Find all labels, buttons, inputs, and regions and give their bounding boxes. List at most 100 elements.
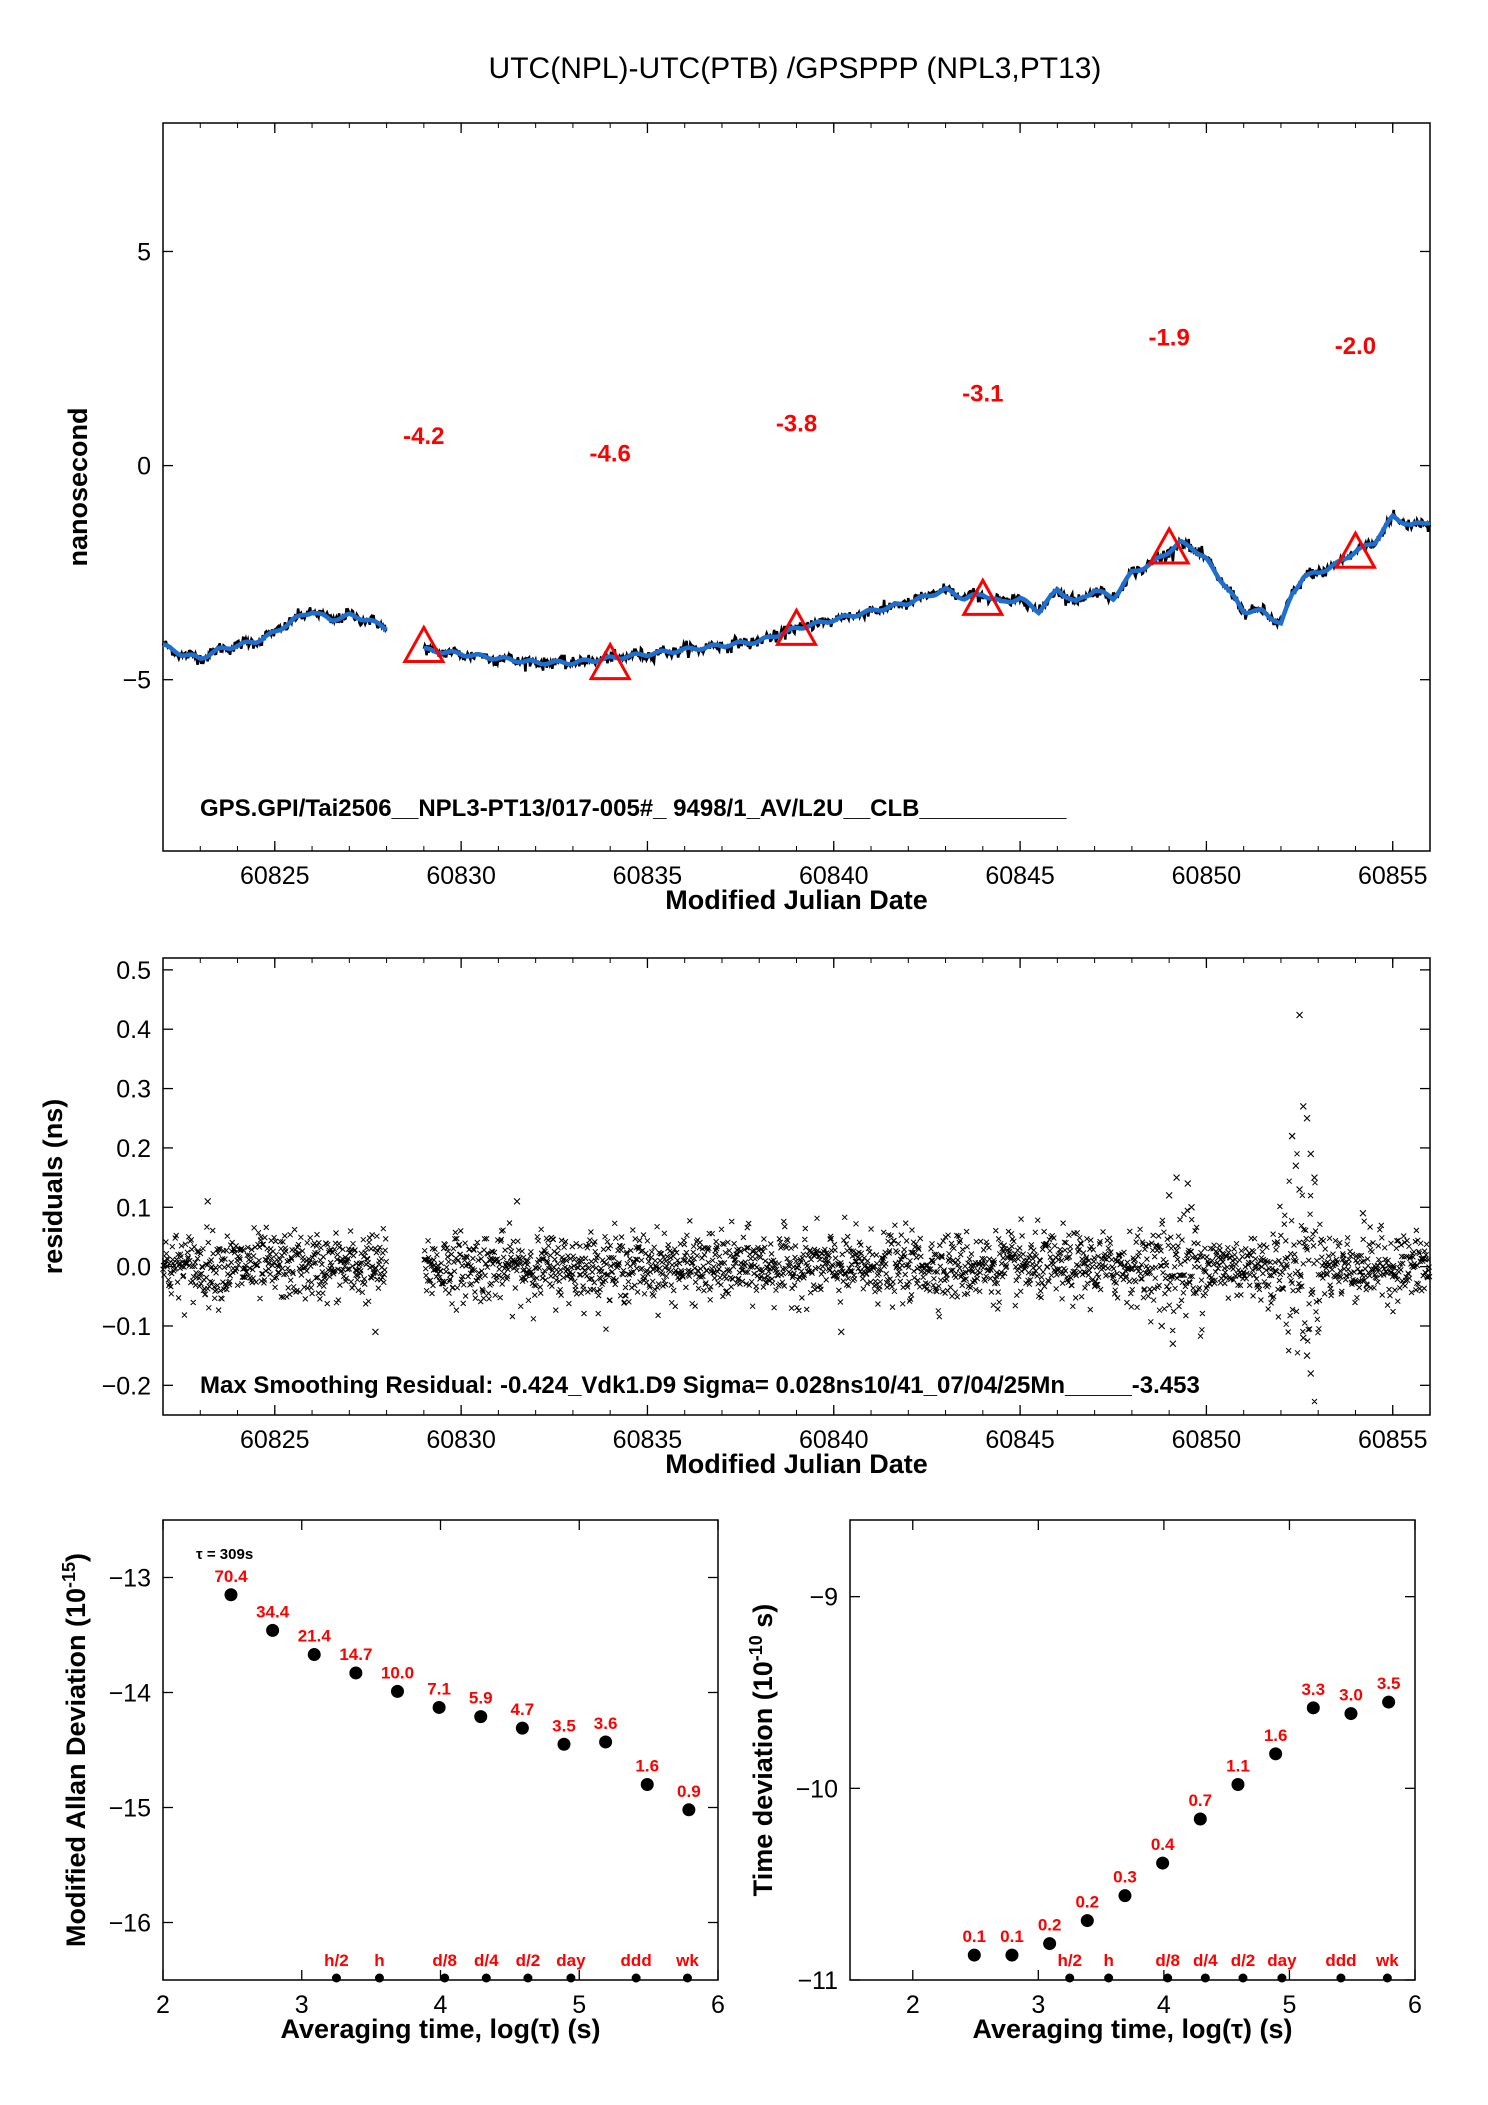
reference-time-marker	[1104, 1973, 1114, 1983]
y-tick-label: 0.2	[116, 1135, 151, 1163]
residual-outlier-point	[513, 1197, 521, 1205]
y-tick-label: −0.1	[102, 1313, 151, 1341]
x-tick-label: 5	[572, 1991, 586, 2019]
deviation-point-label: 34.4	[256, 1602, 290, 1621]
y-axis-label: Modified Allan Deviation (10-15)	[59, 1553, 91, 1947]
x-tick-label: 6	[1408, 1991, 1422, 2019]
x-axis-label: Modified Julian Date	[665, 885, 928, 915]
deviation-point-label: 1.6	[1264, 1726, 1288, 1745]
deviation-point	[1118, 1889, 1132, 1903]
residual-outlier-point	[1169, 1340, 1177, 1348]
x-tick-label: 60835	[613, 1426, 683, 1454]
y-tick-label: 0.3	[116, 1076, 151, 1104]
deviation-point-label: 5.9	[469, 1689, 493, 1708]
reference-time-label: d/2	[516, 1951, 541, 1970]
deviation-point	[1344, 1707, 1358, 1721]
deviation-point-label: 10.0	[381, 1663, 414, 1682]
deviation-point	[1231, 1778, 1245, 1791]
reference-time-label: d/8	[432, 1951, 457, 1970]
y-tick-label: −9	[809, 1584, 838, 1612]
y-tick-label: 0.1	[116, 1194, 151, 1222]
x-tick-label: 2	[156, 1991, 170, 2019]
deviation-point	[599, 1735, 613, 1749]
reference-time-label: wk	[1375, 1951, 1399, 1970]
deviation-point-label: 3.5	[1377, 1674, 1401, 1693]
deviation-point	[349, 1666, 363, 1680]
y-axis-label: nanosecond	[63, 407, 93, 566]
y-tick-label: −14	[109, 1680, 152, 1708]
residual-outlier-point	[1296, 1186, 1303, 1193]
y-tick-label: −10	[796, 1775, 838, 1803]
deviation-point	[1382, 1695, 1396, 1709]
x-tick-label: 60850	[1172, 1426, 1242, 1454]
x-tick-label: 4	[1157, 1991, 1171, 2019]
deviation-point	[1193, 1812, 1207, 1826]
y-tick-label: −13	[109, 1565, 151, 1593]
plot-frame	[162, 957, 1431, 1416]
x-tick-label: 3	[1031, 1991, 1045, 2019]
triangle-marker	[402, 624, 446, 663]
reference-time-marker	[440, 1973, 450, 1983]
deviation-point	[557, 1737, 571, 1751]
deviation-point-label: 14.7	[339, 1645, 372, 1664]
residual-summary-label: Max Smoothing Residual: -0.424_Vdk1.D9 S…	[200, 1372, 1200, 1399]
x-tick-label: 6	[711, 1991, 725, 2019]
deviation-point-label: 3.6	[594, 1714, 618, 1733]
deviation-point	[474, 1710, 488, 1724]
deviation-point-label: 70.4	[214, 1567, 248, 1586]
x-tick-label: 60845	[985, 1426, 1055, 1454]
residual-points	[160, 1150, 1433, 1405]
y-axis-label: Time deviation (10-10 s)	[746, 1604, 778, 1897]
plot-frame	[162, 1519, 719, 1981]
reference-time-marker	[1277, 1973, 1287, 1983]
reference-time-marker	[1336, 1973, 1346, 1983]
residual-outlier-point	[837, 1328, 845, 1336]
reference-time-marker	[631, 1973, 641, 1983]
marker-value-label: -4.2	[403, 423, 444, 450]
reference-time-label: d/2	[1231, 1951, 1256, 1970]
x-tick-label: 60835	[613, 862, 683, 890]
deviation-point	[1005, 1948, 1019, 1962]
x-tick-label: 60830	[426, 1426, 496, 1454]
tau-note: τ = 309s	[196, 1546, 253, 1563]
reference-time-label: ddd	[1325, 1951, 1356, 1970]
x-tick-label: 5	[1282, 1991, 1296, 2019]
reference-time-marker	[331, 1973, 341, 1983]
residual-outlier-point	[1303, 1114, 1311, 1122]
residual-outlier-point	[1165, 1192, 1173, 1199]
residual-outlier-point	[1359, 1209, 1367, 1217]
reference-time-label: day	[556, 1951, 586, 1970]
triangle-marker	[1333, 530, 1378, 569]
y-axis-label-tail: )	[61, 1553, 91, 1562]
y-axis-label-exponent: -10	[746, 1635, 766, 1661]
triangle-marker	[774, 607, 819, 646]
raw-data-trace	[422, 509, 1432, 672]
y-tick-label: −15	[109, 1795, 151, 1823]
residual-outlier-point	[372, 1328, 379, 1336]
deviation-point	[640, 1778, 654, 1791]
y-tick-label: 5	[137, 238, 151, 266]
residual-outlier-point	[1158, 1322, 1166, 1330]
deviation-point	[1269, 1747, 1283, 1761]
residual-outlier-point	[1296, 1011, 1303, 1019]
x-tick-label: 60830	[426, 862, 496, 890]
smoothed-data-line	[162, 610, 388, 661]
residual-outlier-point	[1184, 1180, 1192, 1187]
deviation-point-label: 7.1	[427, 1679, 451, 1698]
y-tick-label: −5	[122, 667, 151, 695]
reference-time-marker	[1200, 1973, 1210, 1983]
y-tick-label: 0.0	[116, 1254, 151, 1282]
residual-outlier-point	[1303, 1352, 1311, 1360]
marker-value-label: -2.0	[1335, 333, 1376, 360]
triangle-marker	[1147, 525, 1191, 565]
x-tick-label: 60840	[799, 862, 869, 890]
deviation-point	[515, 1721, 529, 1735]
page-title: UTC(NPL)-UTC(PTB) /GPSPPP (NPL3,PT13)	[489, 52, 1102, 85]
residual-outlier-point	[204, 1197, 212, 1205]
residual-outlier-point	[1299, 1102, 1307, 1110]
plot-frame	[849, 1519, 1416, 1981]
reference-time-label: day	[1267, 1951, 1297, 1970]
reference-time-label: h	[374, 1951, 384, 1970]
residual-outlier-point	[1307, 1370, 1315, 1377]
